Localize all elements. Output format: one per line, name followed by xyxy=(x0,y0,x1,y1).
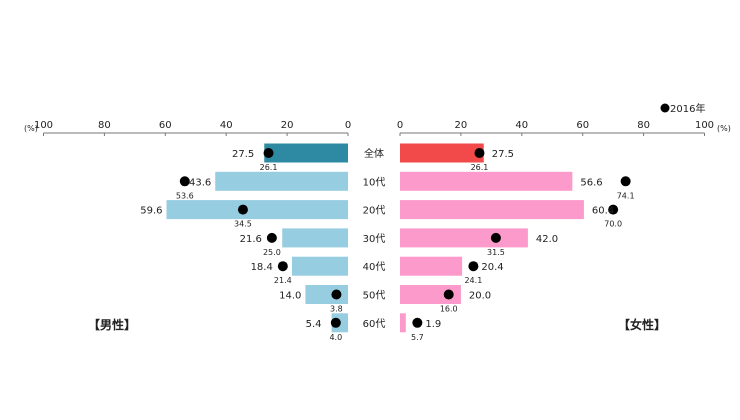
bar-left xyxy=(215,171,348,191)
legend-label: 2016年 xyxy=(670,102,705,115)
bar-value-label: 59.6 xyxy=(140,206,162,217)
marker-value-label: 26.1 xyxy=(471,163,489,172)
marker-2016-left xyxy=(266,232,277,243)
category-label: 40代 xyxy=(363,261,386,273)
marker-value-label: 5.7 xyxy=(411,333,424,342)
marker-2016-right xyxy=(620,176,631,187)
marker-2016-right xyxy=(608,204,619,215)
bar-value-label: 1.9 xyxy=(425,319,441,330)
category-label: 20代 xyxy=(363,205,386,217)
marker-value-label: 24.1 xyxy=(464,276,482,285)
tick-label-right: 100 xyxy=(695,120,714,131)
bar-value-label: 27.5 xyxy=(492,149,514,160)
bar-right xyxy=(400,313,406,333)
bar-value-label: 42.0 xyxy=(536,234,558,245)
marker-value-label: 53.6 xyxy=(176,191,194,200)
tick-label-right: 80 xyxy=(637,120,650,131)
bar-value-label: 20.0 xyxy=(469,291,491,302)
tick-label-left: 80 xyxy=(98,120,111,131)
tick-label-left: 100 xyxy=(34,120,53,131)
marker-value-label: 34.5 xyxy=(234,220,252,229)
marker-value-label: 31.5 xyxy=(487,248,505,257)
marker-2016-left xyxy=(179,176,190,187)
male-label: 【男性】 xyxy=(88,317,136,332)
tick-label-left: 20 xyxy=(281,120,294,131)
marker-2016-left xyxy=(237,204,248,215)
category-label: 30代 xyxy=(363,233,386,245)
tick-label-right: 0 xyxy=(397,120,403,131)
bar-value-label: 18.4 xyxy=(251,262,273,273)
marker-2016-right xyxy=(443,289,454,300)
bar-right xyxy=(400,171,573,191)
bar-left xyxy=(282,228,348,248)
marker-value-label: 3.8 xyxy=(330,305,343,314)
marker-value-label: 25.0 xyxy=(263,248,281,257)
tick-label-right: 20 xyxy=(455,120,468,131)
marker-value-label: 74.1 xyxy=(617,191,635,200)
marker-2016-left xyxy=(330,317,341,328)
marker-value-label: 16.0 xyxy=(440,305,458,314)
bar-value-label: 14.0 xyxy=(279,291,301,302)
bar-right xyxy=(400,143,484,163)
category-label: 60代 xyxy=(363,318,386,330)
marker-2016-left xyxy=(263,148,274,158)
marker-value-label: 4.0 xyxy=(329,333,342,342)
bar-value-label: 43.6 xyxy=(189,177,211,188)
category-label: 全体 xyxy=(364,147,384,160)
bar-right xyxy=(400,256,463,276)
bar-value-label: 60.4 xyxy=(592,206,614,217)
tick-label-left: 40 xyxy=(220,120,233,131)
marker-2016-right xyxy=(468,261,479,272)
bar-left xyxy=(291,256,348,276)
bar-value-label: 21.6 xyxy=(240,234,262,245)
marker-2016-left xyxy=(331,289,342,300)
marker-2016-right xyxy=(490,232,501,243)
tick-label-left: 0 xyxy=(345,120,351,131)
unit-label-right: (%) xyxy=(717,124,731,133)
bar-value-label: 27.5 xyxy=(232,149,254,160)
bar-left xyxy=(305,285,348,304)
bar-right xyxy=(400,285,461,304)
bar-value-label: 56.6 xyxy=(580,177,602,188)
female-label: 【女性】 xyxy=(618,317,666,332)
bar-left xyxy=(264,143,348,163)
tick-label-left: 60 xyxy=(159,120,172,131)
bar-right xyxy=(400,228,528,248)
marker-value-label: 26.1 xyxy=(260,163,278,172)
tick-label-right: 60 xyxy=(576,120,589,131)
legend-marker xyxy=(660,103,670,113)
tick-label-right: 40 xyxy=(515,120,528,131)
bar-left xyxy=(166,200,348,220)
marker-2016-left xyxy=(277,261,288,272)
marker-2016-right xyxy=(412,317,423,328)
marker-value-label: 70.0 xyxy=(604,220,622,229)
marker-value-label: 21.4 xyxy=(274,276,292,285)
category-label: 10代 xyxy=(363,176,386,188)
bar-right xyxy=(400,200,584,220)
marker-2016-right xyxy=(474,148,485,158)
bar-value-label: 5.4 xyxy=(306,319,322,330)
bar-value-label: 20.4 xyxy=(481,262,503,273)
category-label: 50代 xyxy=(363,290,386,302)
unit-label-left: (%) xyxy=(24,124,38,133)
